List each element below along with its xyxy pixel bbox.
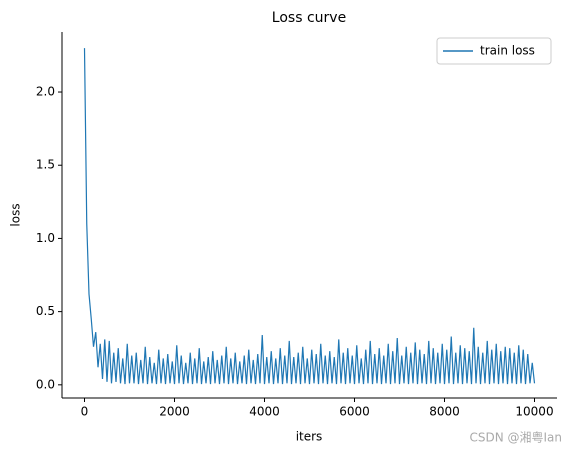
x-tick-label: 6000 (339, 405, 370, 419)
watermark: CSDN @湘粤Ian (469, 430, 562, 445)
y-tick-label: 2.0 (36, 85, 55, 99)
x-tick-label: 8000 (429, 405, 460, 419)
y-tick-label: 0.0 (36, 377, 55, 391)
x-tick-label: 0 (81, 405, 89, 419)
y-tick-label: 1.5 (36, 158, 55, 172)
y-tick-label: 0.5 (36, 304, 55, 318)
x-tick-label: 10000 (515, 405, 553, 419)
line-series (83, 48, 536, 385)
x-tick-label: 4000 (249, 405, 280, 419)
y-axis-label: loss (9, 203, 23, 226)
chart-title: Loss curve (272, 10, 346, 26)
legend-label: train loss (480, 44, 535, 58)
y-tick-label: 1.0 (36, 231, 55, 245)
legend-box (436, 37, 552, 65)
x-axis-label: iters (296, 430, 323, 444)
x-tick-label: 2000 (159, 405, 190, 419)
